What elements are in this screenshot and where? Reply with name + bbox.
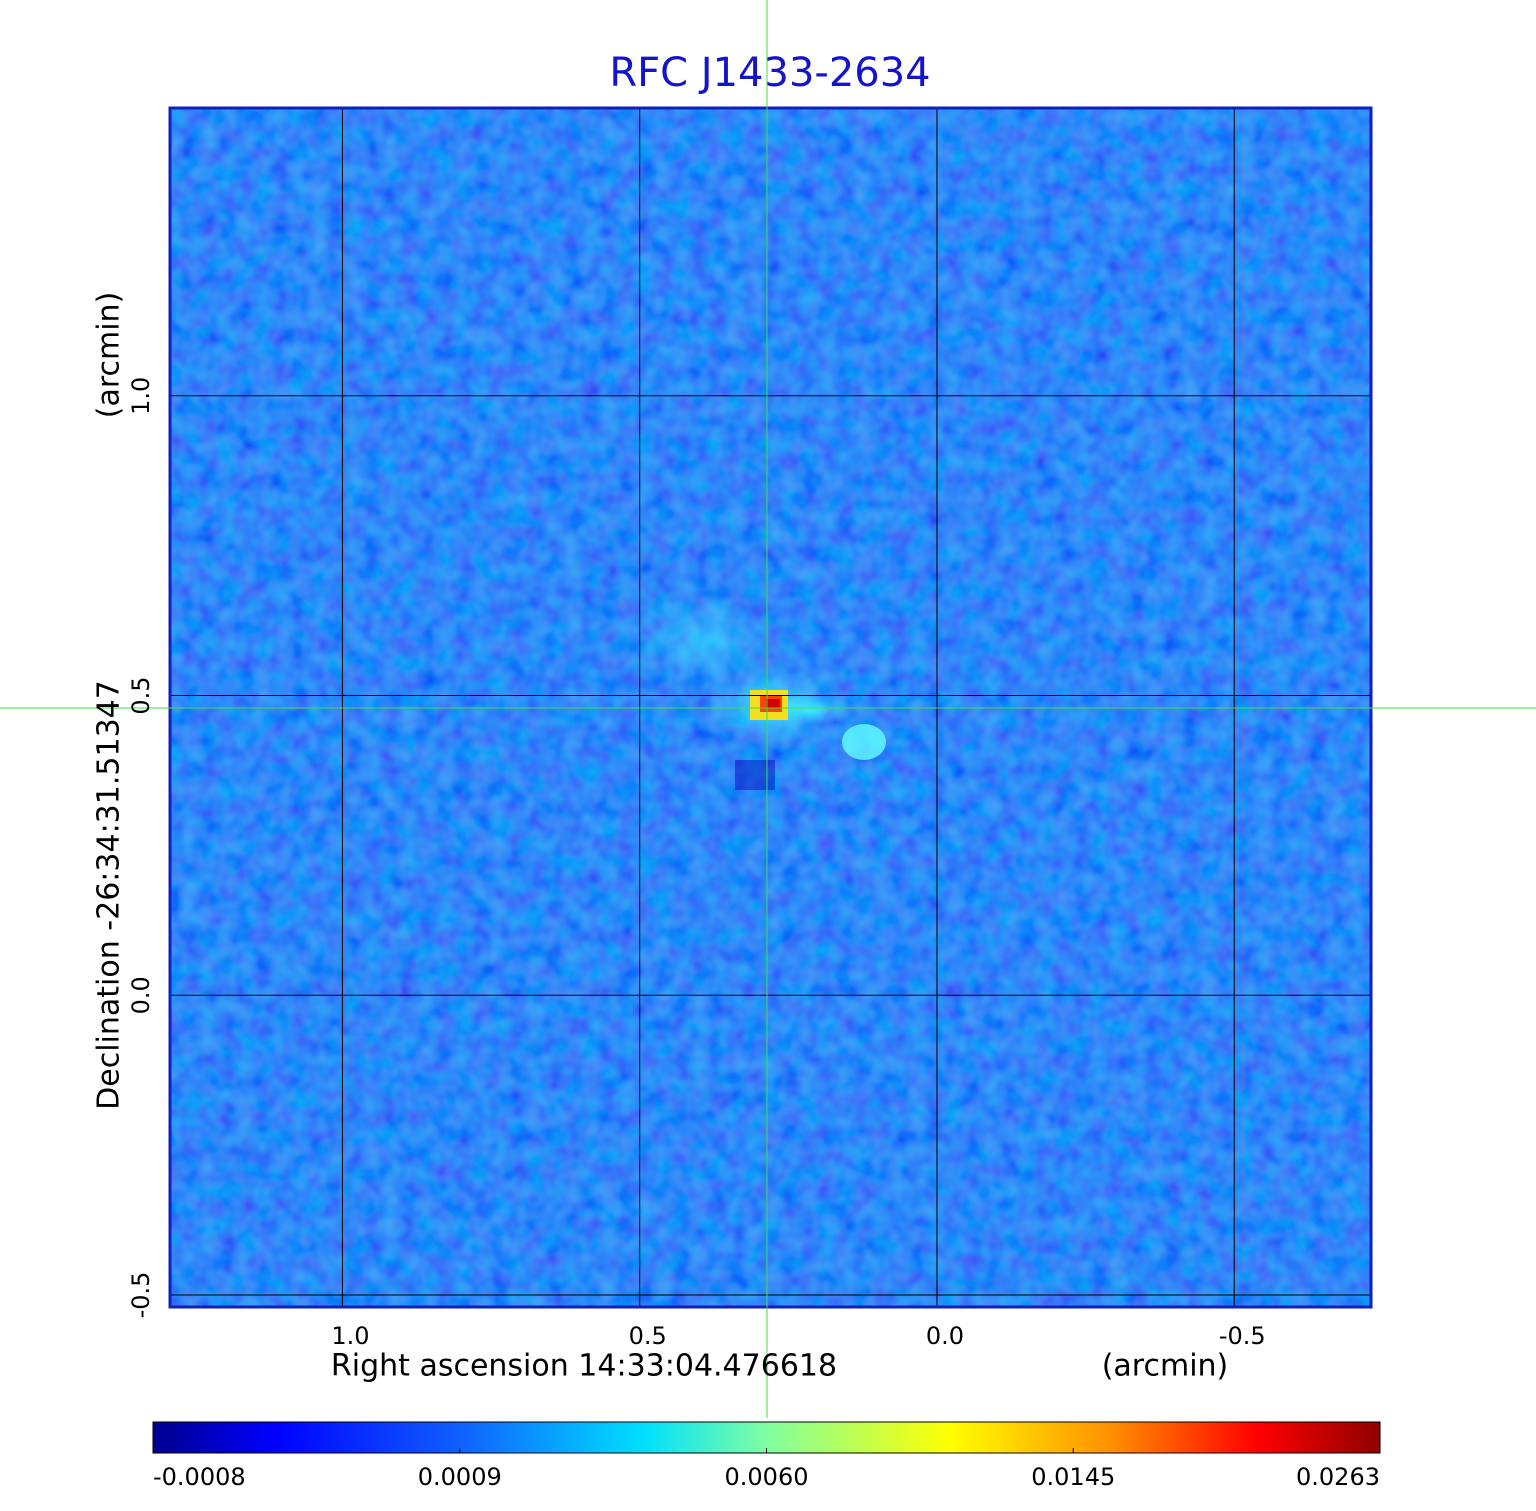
- colorbar-tick-label: 0.0009: [418, 1463, 502, 1491]
- colorbar-tick-label: -0.0008: [153, 1463, 246, 1491]
- colorbar-tick-label: 0.0060: [725, 1463, 809, 1491]
- x-tick-label: 0.0: [926, 1322, 964, 1350]
- y-axis-unit: (arcmin): [92, 292, 127, 419]
- x-tick-label: 0.5: [629, 1322, 667, 1350]
- x-axis-unit: (arcmin): [1102, 1349, 1229, 1384]
- y-tick-label: 1.0: [127, 377, 155, 415]
- source-glow: [630, 595, 770, 685]
- source-core: [766, 699, 780, 708]
- y-axis-label: Declination -26:34:31.51347: [92, 680, 127, 1110]
- x-tick-label: 1.0: [331, 1322, 369, 1350]
- x-axis-label: Right ascension 14:33:04.476618: [331, 1349, 837, 1384]
- source-negative: [735, 760, 775, 790]
- y-tick-label: -0.5: [127, 1272, 155, 1319]
- source-glow: [842, 724, 886, 760]
- colorbar: [152, 1421, 1381, 1454]
- colorbar-tick-label: 0.0263: [1296, 1463, 1380, 1491]
- chart-title: RFC J1433-2634: [609, 50, 930, 96]
- y-tick-label: 0.0: [127, 976, 155, 1014]
- x-tick-label: -0.5: [1219, 1322, 1266, 1350]
- colorbar-tick-label: 0.0145: [1031, 1463, 1115, 1491]
- y-tick-label: 0.5: [127, 676, 155, 714]
